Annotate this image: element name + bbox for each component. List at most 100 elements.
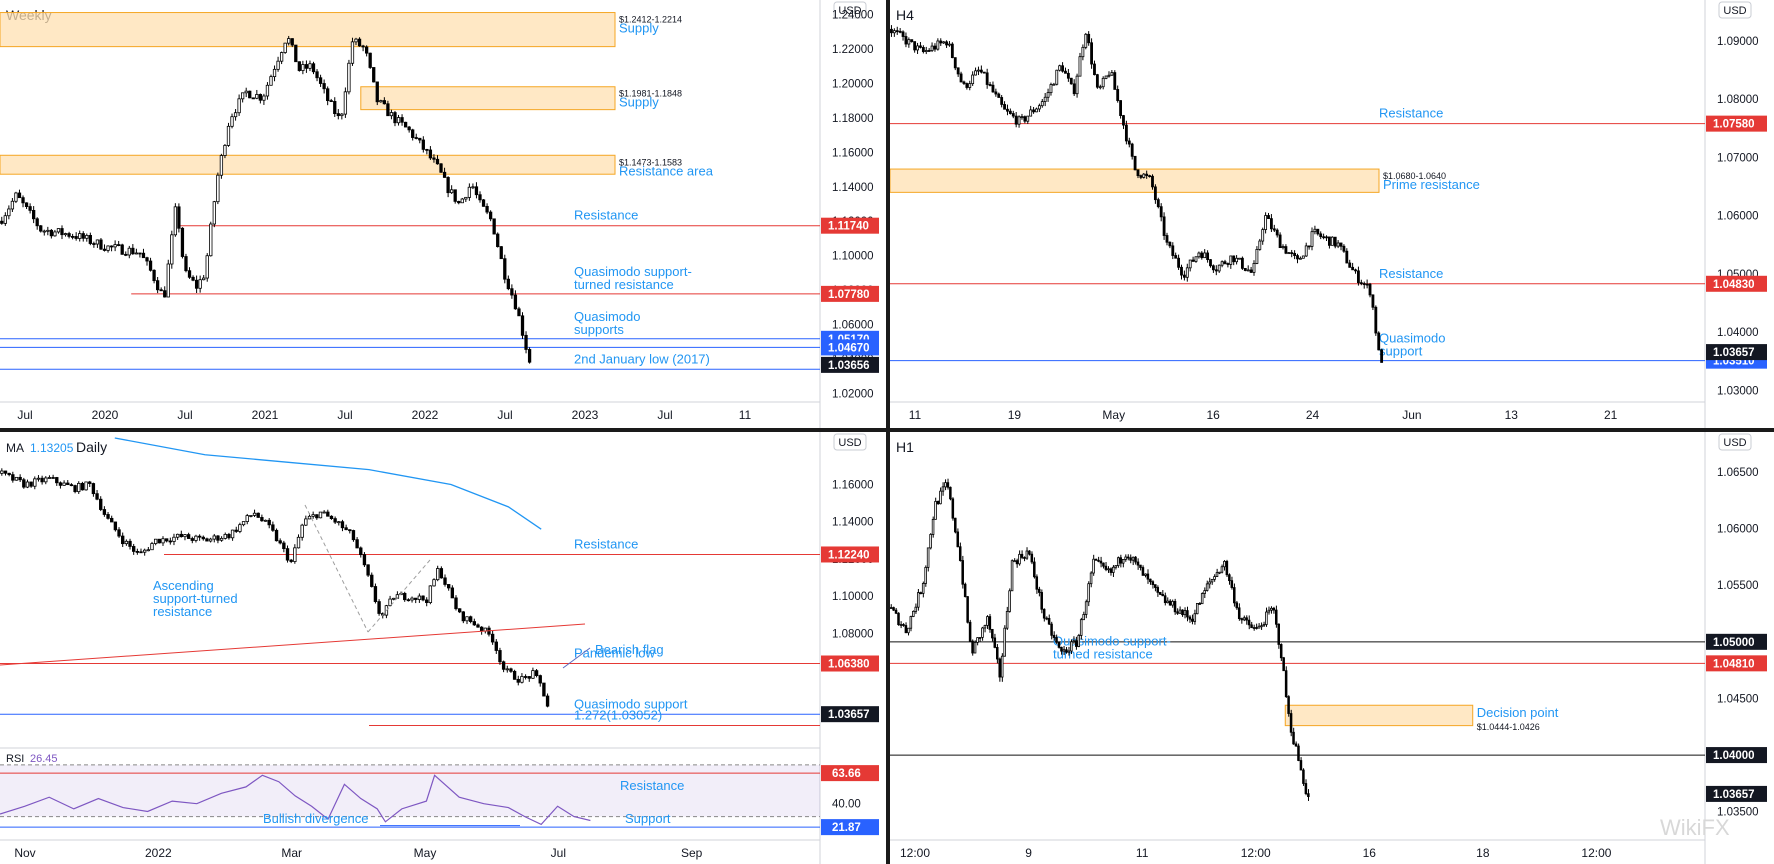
h1-candle-body <box>892 607 895 611</box>
daily-candle-body <box>186 534 191 539</box>
h4-candle-body <box>1278 234 1282 249</box>
h1-candle-body <box>914 606 918 612</box>
moving-average-line[interactable] <box>114 437 542 530</box>
h4-candle-body <box>916 45 919 51</box>
h1-candle-body <box>1057 641 1061 648</box>
weekly-chart-panel[interactable]: WeeklyUSD1.240001.220001.200001.180001.1… <box>0 0 886 428</box>
h1-zone-box[interactable] <box>1284 704 1474 727</box>
weekly-zone-box[interactable] <box>360 86 616 111</box>
h1-candle-body <box>1163 595 1167 604</box>
weekly-price-scale[interactable] <box>820 0 886 428</box>
h4-candle-body <box>1368 283 1372 296</box>
daily-price-scale[interactable] <box>820 432 886 864</box>
h4-chart-panel[interactable]: H4 USD1.090001.080001.070001.060001.05000… <box>889 0 1774 428</box>
weekly-level-badge-text: 1.11740 <box>828 221 869 233</box>
daily-candle-body <box>241 521 246 526</box>
weekly-candle-body <box>294 44 298 63</box>
daily-candle-body <box>366 564 370 576</box>
daily-candle-body <box>494 641 498 651</box>
h4-candle-body <box>904 36 908 45</box>
h1-candle-body <box>1166 600 1169 604</box>
h1-candle-body <box>1302 769 1305 784</box>
daily-candle-body <box>344 527 348 531</box>
weekly-candle-body <box>340 113 344 117</box>
daily-timeframe-title: Daily <box>76 439 107 455</box>
weekly-candle-body <box>421 139 425 150</box>
h1-candle-body <box>929 534 932 549</box>
h4-candle-body <box>1359 282 1363 285</box>
daily-candle-body <box>527 676 531 679</box>
h1-candle-body <box>1025 550 1029 559</box>
h4-candle-body <box>1182 274 1186 278</box>
weekly-level-badge <box>821 339 879 356</box>
weekly-candle-body <box>202 277 206 281</box>
weekly-candle-body <box>322 83 326 90</box>
h4-x-tick-label: Jun <box>1402 408 1421 422</box>
daily-candle-body <box>25 481 30 488</box>
weekly-currency-button[interactable] <box>833 1 867 19</box>
daily-candle-body <box>307 515 312 520</box>
h4-y-tick-label: 1.03000 <box>1717 385 1759 397</box>
weekly-candle-body <box>124 253 128 256</box>
daily-chart-panel[interactable]: DailyMA1.13205USD1.160001.140001.120001.… <box>0 432 886 864</box>
vertical-panel-divider[interactable] <box>886 0 890 864</box>
h4-candle-body <box>1371 294 1375 308</box>
h4-candle-body <box>1069 77 1073 85</box>
weekly-candle-body <box>347 62 351 93</box>
weekly-y-tick-label: 1.02000 <box>832 388 874 400</box>
h4-candle-body <box>977 69 980 72</box>
h4-level-label: Resistance <box>1379 266 1443 281</box>
weekly-candle-body <box>357 38 362 47</box>
h4-candle-body <box>1037 105 1041 110</box>
rsi-line[interactable] <box>0 774 591 826</box>
weekly-x-tick-label: 2020 <box>92 408 119 422</box>
weekly-candle-body <box>198 279 202 289</box>
h4-candle-body <box>1174 255 1178 259</box>
daily-candle-body <box>490 633 495 643</box>
h1-candle-body <box>1195 603 1199 615</box>
h4-candle-body <box>1223 261 1227 264</box>
h4-y-tick-label: 1.04000 <box>1717 327 1759 339</box>
daily-candle-body <box>450 587 455 599</box>
weekly-y-tick-label: 1.24000 <box>832 10 874 22</box>
h4-zone-box[interactable] <box>889 168 1380 193</box>
daily-currency-button[interactable] <box>833 433 867 451</box>
h1-currency-button[interactable] <box>1718 433 1752 451</box>
weekly-zone-box[interactable] <box>0 12 616 48</box>
h4-candle-body <box>1058 65 1062 71</box>
daily-candle-body <box>326 511 330 517</box>
h1-candle-body <box>1119 557 1122 564</box>
weekly-candle-body <box>311 63 316 73</box>
daily-candle-body <box>446 584 451 589</box>
weekly-candle-body <box>474 186 479 196</box>
weekly-y-tick-label: 1.18000 <box>832 113 874 125</box>
h4-candle-body <box>1211 265 1215 271</box>
h1-candle-body <box>1131 556 1135 561</box>
h4-currency-button[interactable] <box>1718 1 1752 19</box>
h1-x-tick-label: 12:00 <box>1241 846 1271 860</box>
h1-candle-body <box>1240 618 1243 621</box>
daily-candle-body <box>498 650 502 663</box>
weekly-zone-box[interactable] <box>0 154 616 175</box>
h1-candle-body <box>1272 607 1276 611</box>
h4-timeframe-title: H4 <box>896 7 914 23</box>
h1-candle-body <box>1062 649 1066 652</box>
h4-candle-body <box>1298 257 1302 260</box>
h4-x-tick-label: 11 <box>909 408 922 422</box>
h1-chart-panel[interactable]: H1 USD 1.06500 1.06000 1.05500 1.04500 1.03500… <box>889 432 1774 864</box>
weekly-candle-body <box>7 208 11 217</box>
daily-x-tick-label: May <box>414 846 437 860</box>
weekly-candle-body <box>173 206 177 236</box>
h1-candle-body <box>1030 553 1034 563</box>
h1-currency-label: USD <box>1723 437 1746 449</box>
h4-candle-body <box>1240 257 1244 269</box>
ascending-trendline[interactable] <box>0 623 586 666</box>
h1-candle-body <box>1129 557 1132 561</box>
daily-candle-body <box>33 478 37 487</box>
weekly-candle-body <box>255 94 259 99</box>
weekly-candle-body <box>170 234 174 265</box>
h4-candle-body <box>991 84 995 93</box>
daily-x-tick-label: Mar <box>281 846 302 860</box>
weekly-candle-body <box>67 233 71 237</box>
